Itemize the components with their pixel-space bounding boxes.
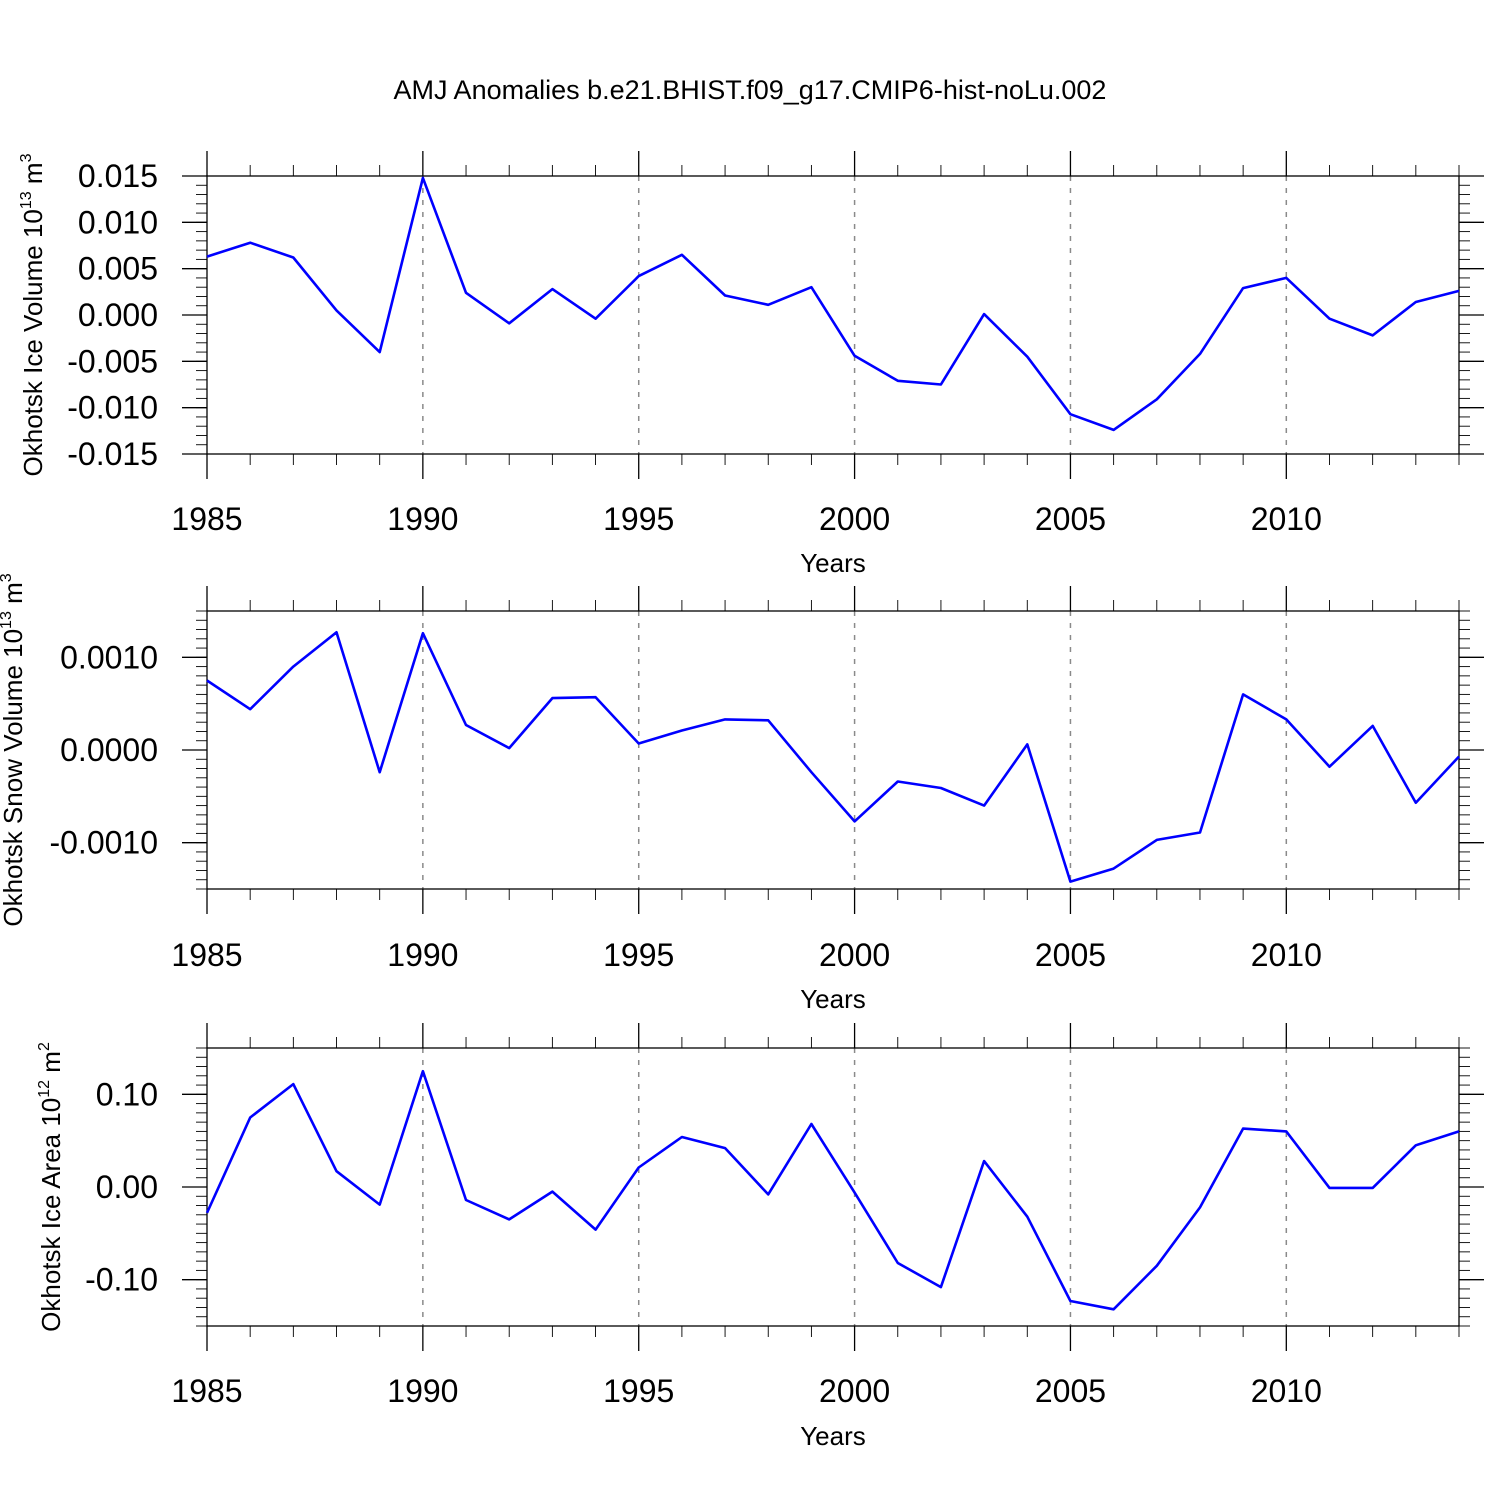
y-tick-label: 0.010 <box>78 204 158 240</box>
x-tick-label: 1985 <box>171 937 242 973</box>
x-tick-label: 2005 <box>1035 1373 1106 1409</box>
y-tick-label: 0.10 <box>96 1076 158 1112</box>
x-axis-label: Years <box>800 1421 866 1451</box>
series-line <box>206 176 1460 432</box>
plot-frame <box>206 610 1460 890</box>
y-tick-label: -0.010 <box>67 390 158 426</box>
x-tick-label: 1985 <box>171 1373 242 1409</box>
x-tick-label: 1995 <box>603 501 674 537</box>
y-tick-label: -0.10 <box>85 1262 158 1298</box>
x-axis-label: Years <box>800 984 866 1014</box>
figure-title: AMJ Anomalies b.e21.BHIST.f09_g17.CMIP6-… <box>394 75 1107 105</box>
x-tick-label: 2000 <box>819 501 890 537</box>
y-tick-label: -0.005 <box>67 343 158 379</box>
panels: 0.015 0.010 0.005 0.000 -0.005 -0.010 -0.015 19… <box>0 151 1484 1451</box>
x-tick-label: 2010 <box>1251 501 1322 537</box>
y-tick-label: 0.015 <box>78 158 158 194</box>
x-axis-label: Years <box>800 548 866 578</box>
y-axis-label: Okhotsk Snow Volume 1013 m3 <box>0 573 28 926</box>
x-tick-label: 1985 <box>171 501 242 537</box>
y-tick-label: 0.000 <box>78 297 158 333</box>
y-tick-label: 0.0010 <box>60 639 158 675</box>
x-tick-label: 2010 <box>1251 1373 1322 1409</box>
x-tick-label: 2005 <box>1035 501 1106 537</box>
x-tick-label: 2000 <box>819 1373 890 1409</box>
panel-2: 0.0010 0.0000 -0.0010 1985 1990 1995 2000 2005 2… <box>0 573 1484 1014</box>
y-tick-label: 0.0000 <box>60 732 158 768</box>
x-tick-label: 1995 <box>603 937 674 973</box>
x-tick-label: 2010 <box>1251 937 1322 973</box>
y-axis-label: Okhotsk Ice Volume 1013 m3 <box>18 153 48 476</box>
plot-frame <box>206 175 1460 455</box>
x-tick-label: 1990 <box>387 937 458 973</box>
plot-frame <box>206 1047 1460 1327</box>
x-tick-label: 1990 <box>387 501 458 537</box>
series-line <box>205 1069 1460 1311</box>
y-axis-label: Okhotsk Ice Area 1012 m2 <box>36 1042 66 1332</box>
y-tick-label: -0.0010 <box>49 825 158 861</box>
y-tick-label: 0.005 <box>78 251 158 287</box>
x-tick-label: 2005 <box>1035 937 1106 973</box>
x-tick-label: 1995 <box>603 1373 674 1409</box>
panel-3: 0.10 0.00 -0.10 1985 1990 1995 2000 2005 2010 Yea… <box>36 1023 1484 1451</box>
y-tick-label: -0.015 <box>67 436 158 472</box>
panel-1: 0.015 0.010 0.005 0.000 -0.005 -0.010 -0.015 19… <box>18 151 1484 578</box>
x-tick-label: 2000 <box>819 937 890 973</box>
x-tick-label: 1990 <box>387 1373 458 1409</box>
y-tick-label: 0.00 <box>96 1169 158 1205</box>
series-line <box>206 630 1460 883</box>
